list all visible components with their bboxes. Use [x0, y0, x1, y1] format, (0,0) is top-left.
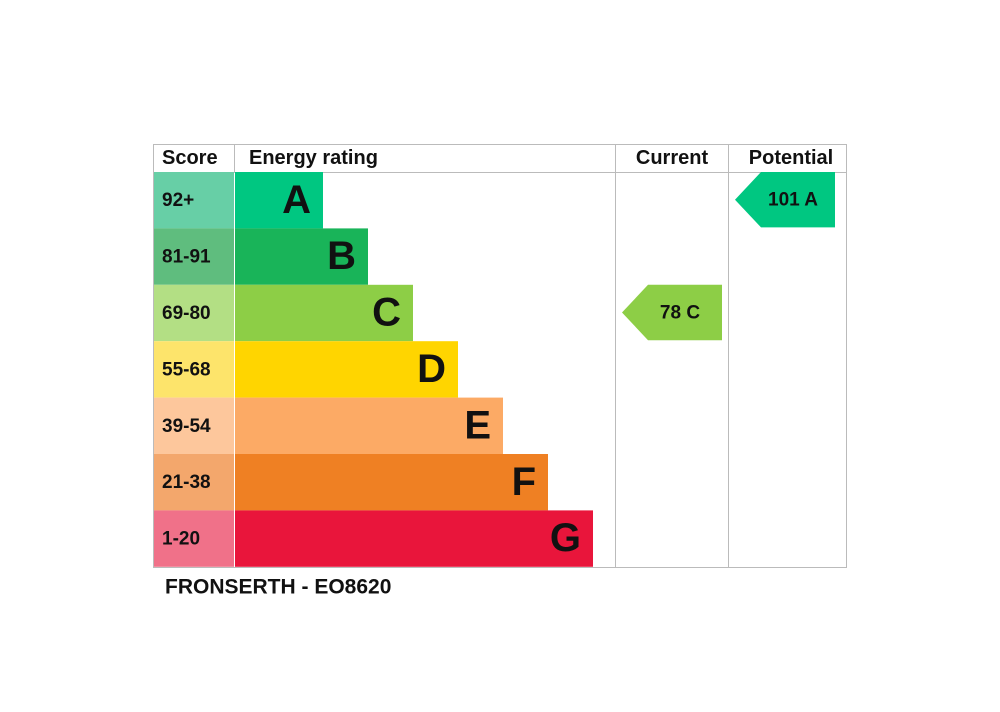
header-potential: Potential: [749, 147, 833, 169]
rating-letter: F: [512, 460, 536, 504]
score-cell: [154, 397, 234, 454]
table-frame: [153, 144, 847, 568]
footer: FRONSERTH - EO8620: [165, 576, 391, 599]
score-cell: [154, 284, 234, 342]
score-cell: [154, 510, 234, 567]
rating-bar: [235, 454, 548, 511]
current-arrow: [622, 284, 722, 341]
rating-letter: A: [282, 178, 311, 222]
rating-bar: [235, 284, 413, 342]
rating-bar: [235, 397, 503, 454]
score-label: 92+: [162, 190, 194, 211]
rating-bar: [235, 172, 323, 229]
header-rating: Energy rating: [249, 147, 378, 169]
score-label: 1-20: [162, 529, 200, 550]
rating-letter: E: [464, 403, 491, 447]
rating-letter: B: [327, 234, 356, 278]
score-cell: [154, 454, 234, 511]
rating-bar: [235, 510, 593, 567]
score-label: 69-80: [162, 303, 211, 324]
rating-letter: D: [417, 347, 446, 391]
rating-bar: [235, 228, 368, 285]
score-label: 21-38: [162, 472, 211, 493]
current-label: 78 C: [660, 303, 700, 324]
potential-label: 101 A: [768, 190, 818, 211]
rating-letter: C: [372, 291, 401, 335]
header-score: Score: [162, 147, 218, 169]
rating-letter: G: [550, 516, 581, 560]
score-label: 39-54: [162, 416, 211, 437]
score-cell: [154, 228, 234, 285]
header-current: Current: [636, 147, 709, 169]
score-cell: [154, 341, 234, 398]
score-label: 55-68: [162, 359, 211, 380]
rating-bar: [235, 341, 458, 398]
score-label: 81-91: [162, 247, 211, 268]
potential-arrow: [735, 172, 835, 228]
score-cell: [154, 172, 234, 229]
